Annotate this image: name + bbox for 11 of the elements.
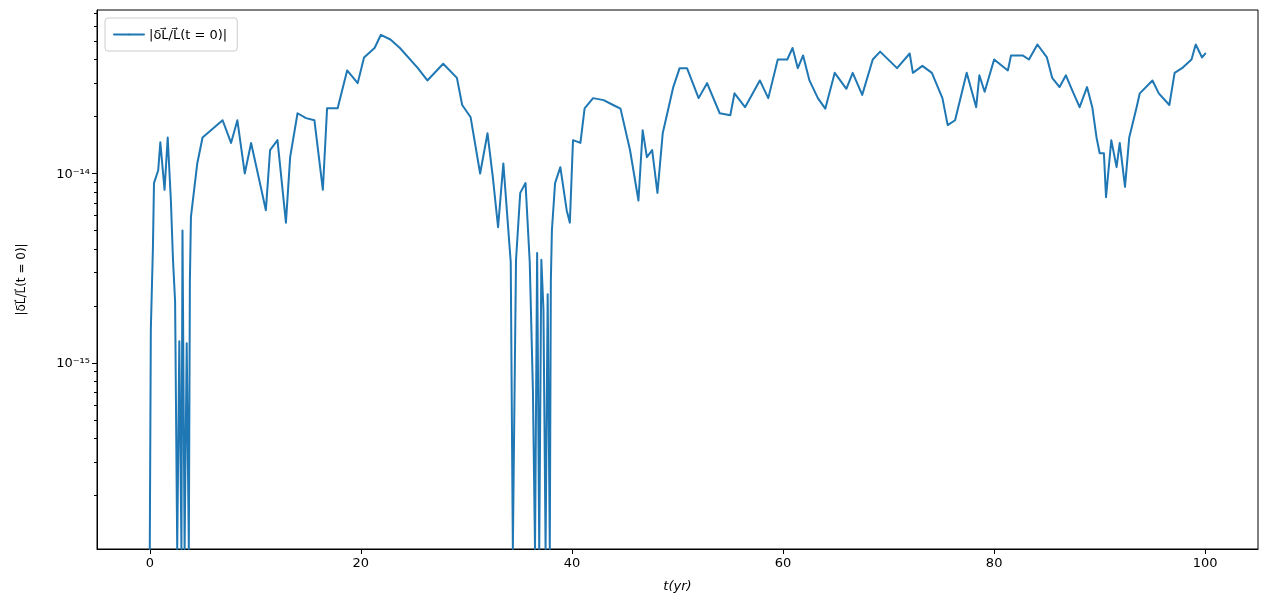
x-tick-label: 80 [985, 555, 1003, 570]
x-axis-title: t(yr) [663, 578, 692, 593]
y-axis-title: |δL⃗/L⃗(t = 0)| [13, 243, 28, 316]
x-tick-label: 60 [774, 555, 792, 570]
x-tick-label: 20 [352, 555, 370, 570]
x-tick-label: 0 [145, 555, 154, 570]
legend-label: |δL⃗/L⃗(t = 0)| [149, 26, 228, 42]
y-tick-label: 10⁻¹⁴ [56, 165, 90, 181]
x-tick-label: 100 [1192, 555, 1218, 570]
y-tick-label: 10⁻¹⁵ [56, 355, 90, 371]
x-tick-label: 40 [563, 555, 581, 570]
